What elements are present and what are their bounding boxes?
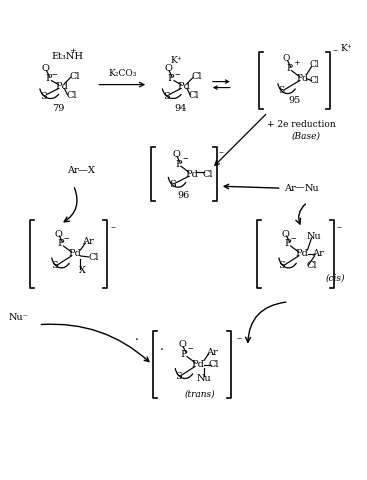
Text: Cl: Cl — [69, 72, 80, 81]
Text: O: O — [164, 64, 172, 73]
Text: –: – — [337, 224, 342, 232]
Text: S: S — [175, 372, 181, 381]
Text: Cl: Cl — [88, 253, 99, 263]
Text: ·: · — [160, 344, 164, 357]
Text: —: — — [295, 184, 305, 192]
Text: S: S — [278, 262, 285, 270]
Text: O: O — [172, 150, 180, 159]
Text: Pd: Pd — [186, 170, 199, 179]
Text: P: P — [168, 74, 174, 83]
Text: –: – — [182, 153, 188, 163]
Text: X: X — [88, 166, 95, 175]
Text: Pd: Pd — [68, 250, 81, 258]
Text: 96: 96 — [178, 191, 190, 200]
Text: K⁺: K⁺ — [341, 44, 352, 53]
Text: Ar: Ar — [83, 238, 94, 247]
Text: P: P — [176, 160, 182, 169]
Text: –: – — [63, 233, 69, 243]
Text: –: – — [218, 148, 223, 157]
Text: Ar: Ar — [68, 166, 79, 175]
Text: ·: · — [135, 334, 139, 347]
Text: Cl: Cl — [310, 60, 319, 69]
Text: Ar: Ar — [206, 348, 218, 357]
Text: 95: 95 — [288, 96, 301, 105]
Text: 94: 94 — [175, 104, 187, 113]
Text: K⁺: K⁺ — [170, 56, 182, 65]
Text: O: O — [283, 54, 290, 63]
Text: +: + — [293, 59, 300, 67]
Text: 79: 79 — [52, 104, 65, 113]
Text: Nu⁻: Nu⁻ — [9, 313, 29, 322]
Text: Cl: Cl — [203, 170, 213, 179]
Text: Cl: Cl — [66, 91, 77, 100]
Text: S: S — [40, 92, 47, 101]
Text: –: – — [174, 70, 180, 80]
Text: S: S — [163, 92, 170, 101]
Text: –: – — [236, 334, 241, 343]
Text: Ar: Ar — [284, 184, 295, 192]
Text: Pd: Pd — [192, 360, 204, 369]
Text: X: X — [79, 266, 86, 276]
Text: –: – — [291, 233, 297, 243]
Text: O: O — [41, 64, 50, 73]
Text: Nu: Nu — [304, 184, 319, 192]
Text: Cl: Cl — [306, 262, 317, 270]
Text: –: – — [187, 344, 193, 354]
Text: P: P — [45, 74, 52, 83]
Text: +: + — [69, 47, 76, 55]
Text: Pd: Pd — [178, 82, 190, 91]
Text: Cl: Cl — [310, 76, 319, 85]
Text: Et₃NH: Et₃NH — [51, 52, 83, 61]
Text: Pd: Pd — [55, 82, 68, 91]
Text: P: P — [287, 64, 292, 73]
Text: K₂CO₃: K₂CO₃ — [108, 69, 137, 78]
Text: (trans): (trans) — [185, 390, 215, 399]
Text: Pd: Pd — [295, 250, 308, 258]
Text: S: S — [51, 262, 58, 270]
Text: Pd: Pd — [297, 74, 309, 83]
Text: –: – — [52, 70, 57, 80]
Text: O: O — [178, 340, 186, 349]
Text: (cis): (cis) — [326, 273, 345, 282]
Text: –: – — [111, 224, 116, 232]
Text: O: O — [55, 229, 62, 239]
Text: –: – — [333, 46, 338, 55]
Text: Nu: Nu — [197, 374, 211, 383]
Text: Cl: Cl — [208, 360, 219, 369]
Text: O: O — [282, 229, 290, 239]
Text: Nu: Nu — [306, 231, 321, 240]
Text: Ar: Ar — [312, 250, 323, 258]
Text: S: S — [279, 86, 285, 95]
Text: P: P — [57, 240, 64, 249]
Text: S: S — [169, 180, 175, 189]
Text: —: — — [77, 166, 87, 175]
Text: Cl: Cl — [192, 72, 202, 81]
Text: + 2e reduction: + 2e reduction — [267, 120, 336, 129]
Text: Cl: Cl — [189, 91, 199, 100]
Text: P: P — [181, 350, 187, 359]
Text: (Base): (Base) — [292, 132, 321, 141]
Text: P: P — [284, 240, 291, 249]
